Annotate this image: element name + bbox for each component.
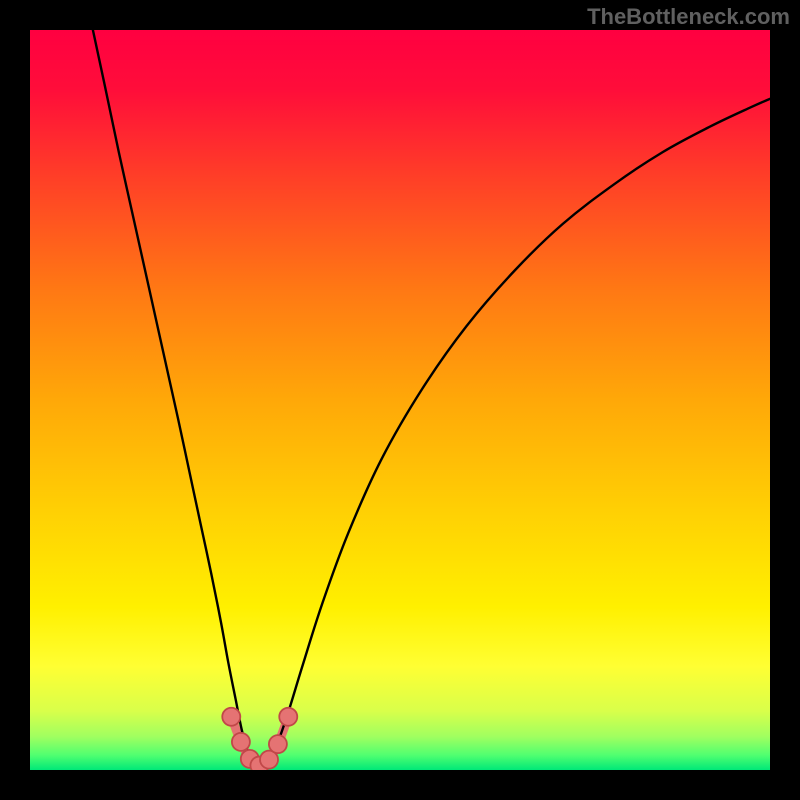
marker-dot — [232, 733, 250, 751]
plot-svg — [30, 30, 770, 770]
marker-dot — [279, 708, 297, 726]
gradient-background — [30, 30, 770, 770]
plot-area — [30, 30, 770, 770]
marker-dot — [269, 735, 287, 753]
chart-container: TheBottleneck.com — [0, 0, 800, 800]
watermark-label: TheBottleneck.com — [587, 4, 790, 30]
marker-dot — [222, 708, 240, 726]
